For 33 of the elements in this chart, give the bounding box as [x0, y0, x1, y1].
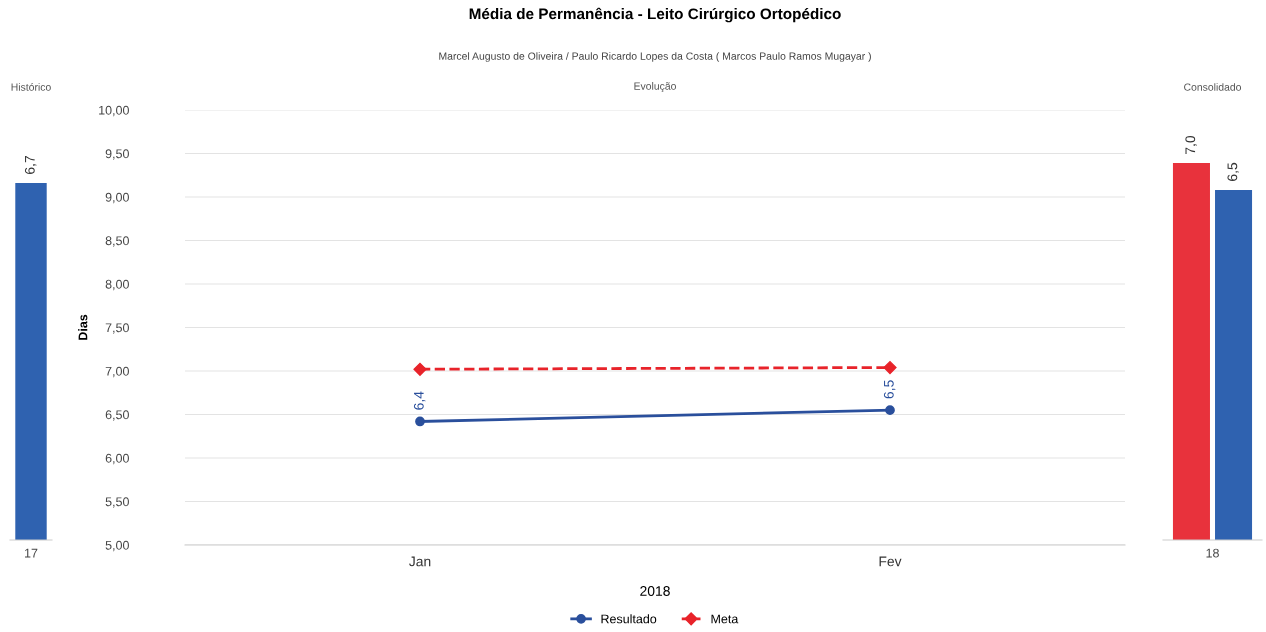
chart-title: Consolidado [1184, 83, 1242, 91]
y-tick-label: 9,50 [105, 149, 129, 160]
legend-label: Resultado [601, 614, 657, 624]
point [885, 405, 895, 416]
point [413, 362, 427, 376]
y-tick-label: 9,00 [105, 192, 129, 204]
data-label: 6,5 [883, 380, 896, 399]
y-tick-label: 7,00 [105, 366, 129, 378]
chart-subtitle: Marcel Augusto de Oliveira / Paulo Ricardo Lopes da Costa ( Marcos Paulo Ramos Mugayar ) [439, 52, 871, 62]
y-tick-label: 6,50 [105, 410, 129, 421]
data-label: 7,0 [1185, 135, 1197, 154]
y-tick-label: 7,50 [105, 323, 129, 334]
text: Evolução [634, 82, 676, 92]
point [415, 416, 425, 427]
x-tick-label: Jan [409, 556, 431, 567]
legend-label: Meta [711, 614, 739, 624]
data-label: 6,5 [1227, 162, 1239, 181]
y-tick-label: 5,00 [105, 540, 129, 552]
y-tick-label: 6,00 [105, 453, 129, 465]
x-axis-title: 2018 [640, 586, 670, 596]
data-label: 6,4 [413, 391, 426, 410]
y-axis-title: Dias [78, 314, 88, 340]
y-tick-label: 5,50 [105, 497, 129, 508]
chart-title: Histórico [11, 83, 51, 91]
data-label: 6,7 [24, 156, 37, 174]
y-tick-label: 8,50 [105, 236, 129, 247]
chart-title: Média de Permanência - Leito Cirúrgico Ortopédico [469, 7, 841, 23]
y-tick-label: 10,00 [99, 105, 129, 117]
point [883, 360, 897, 375]
x-tick-label: Fev [879, 556, 902, 567]
x-tick-label: 18 [1206, 548, 1219, 558]
x-tick-label: 17 [25, 548, 38, 558]
y-tick-label: 8,00 [105, 279, 129, 291]
